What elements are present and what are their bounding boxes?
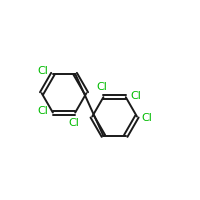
Text: Cl: Cl <box>69 118 79 128</box>
Text: Cl: Cl <box>130 91 141 101</box>
Text: Cl: Cl <box>37 106 48 116</box>
Text: Cl: Cl <box>37 66 48 76</box>
Text: Cl: Cl <box>142 113 152 123</box>
Text: Cl: Cl <box>96 82 107 92</box>
